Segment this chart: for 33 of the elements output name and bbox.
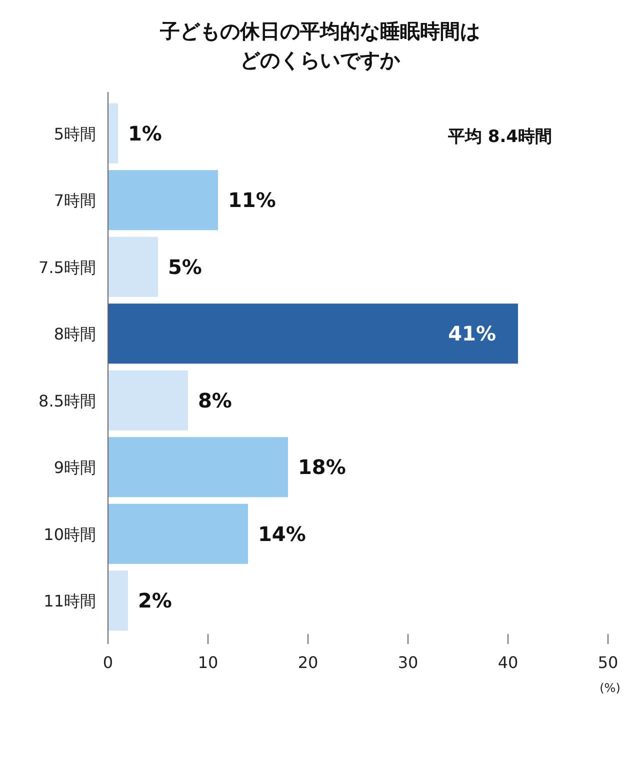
data-label: 11%	[228, 188, 276, 212]
x-axis-title: (%)	[600, 681, 620, 695]
bar	[108, 504, 248, 564]
bar	[108, 236, 158, 297]
bar	[108, 437, 288, 498]
chart-title: 子どもの休日の平均的な睡眠時間はどのくらいですか	[159, 19, 480, 72]
annotation: 平均 8.4時間	[446, 127, 552, 147]
data-label: 1%	[128, 121, 162, 146]
bar	[108, 370, 188, 430]
data-label: 5%	[168, 254, 202, 279]
bar	[108, 170, 218, 230]
y-tick-label: 10時間	[44, 524, 96, 544]
data-label: 8%	[198, 388, 232, 412]
bar	[108, 103, 118, 164]
y-tick-label: 11時間	[44, 592, 96, 611]
bar	[108, 570, 128, 631]
y-tick-label: 5時間	[54, 124, 96, 144]
x-tick-label: 50	[598, 652, 618, 672]
y-tick-label: 7.5時間	[38, 258, 96, 277]
x-tick-label: 0	[102, 652, 114, 672]
y-tick-label: 9時間	[54, 458, 96, 478]
data-label: 2%	[138, 588, 172, 613]
x-tick-label: 10	[198, 652, 218, 672]
x-tick-label: 20	[298, 652, 318, 672]
y-tick-label: 8時間	[54, 324, 96, 344]
y-tick-label: 7時間	[54, 191, 96, 210]
data-label: 14%	[258, 522, 306, 546]
x-tick-label: 30	[398, 652, 418, 672]
bar	[108, 304, 518, 364]
y-tick-label: 8.5時間	[38, 391, 96, 410]
data-label: 41%	[448, 322, 496, 346]
x-tick-label: 40	[498, 652, 518, 672]
data-label: 18%	[298, 455, 346, 480]
